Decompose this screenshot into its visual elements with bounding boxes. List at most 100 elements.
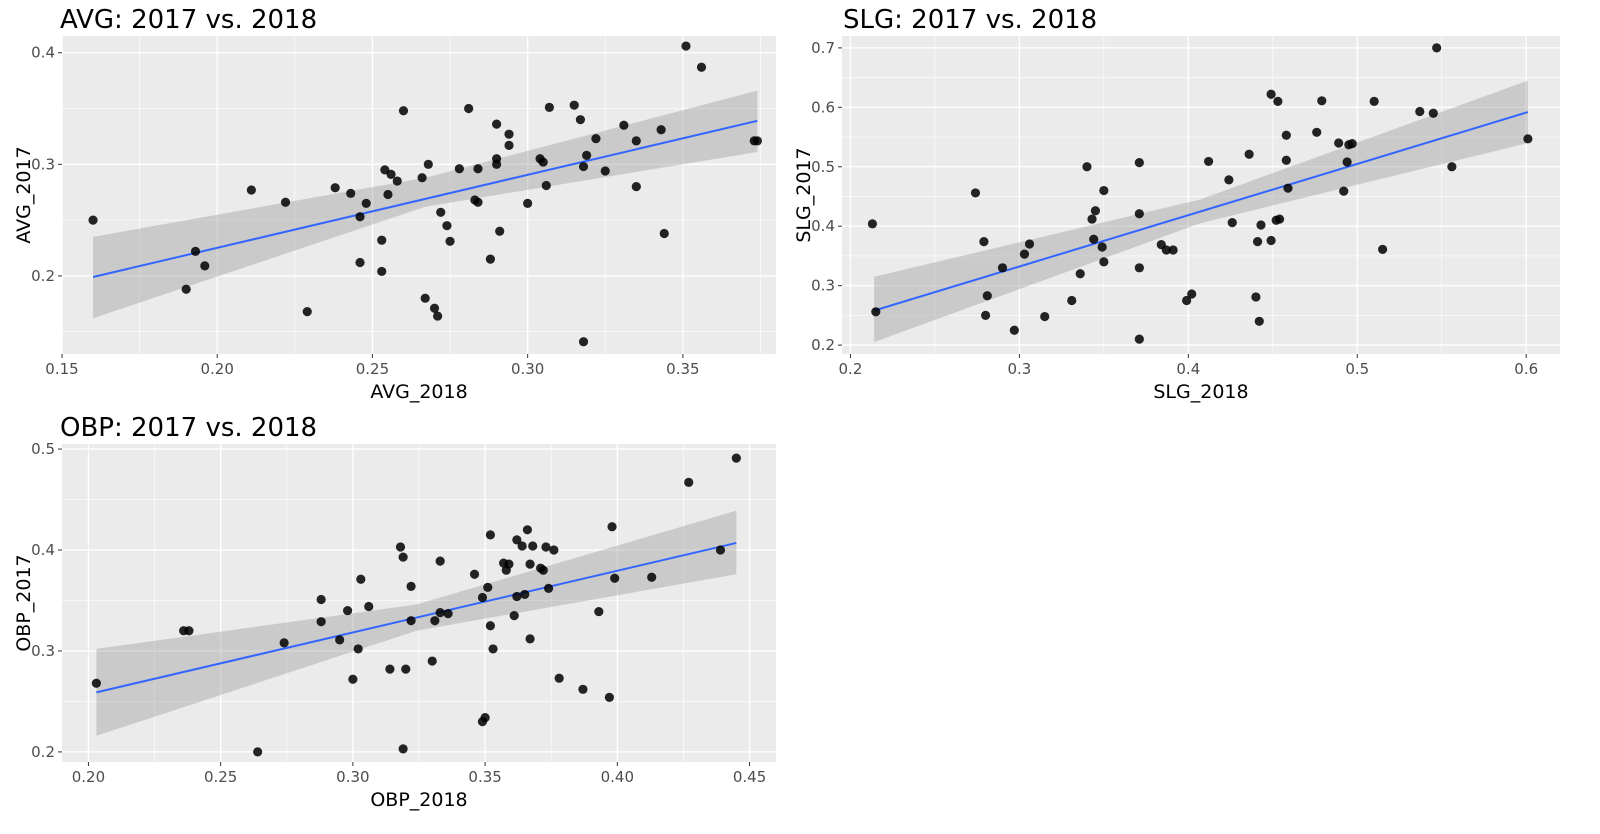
slg-data-point [1134, 158, 1144, 168]
avg-data-point [386, 169, 396, 179]
avg-data-point [619, 120, 629, 130]
obp-data-point [504, 559, 514, 569]
avg-data-point [417, 173, 427, 183]
slg-regression-line [873, 111, 1529, 312]
obp-data-point [398, 744, 408, 754]
slg-data-point [1432, 43, 1442, 53]
slg-y-axis-title: SLG_2017 [793, 147, 815, 242]
obp-x-tick-label: 0.35 [468, 768, 501, 786]
obp-data-point [406, 581, 416, 591]
avg-scatter-panel: 0.15 0.20 0.25 0.30 0.35 0.2 0.3 0.4 AVG: 2017 v… [13, 5, 776, 403]
obp-data-point [477, 592, 488, 603]
slg-data-point [1134, 334, 1144, 344]
obp-data-point [343, 605, 353, 616]
slg-data-point [1161, 245, 1171, 255]
obp-data-point [525, 559, 535, 569]
avg-data-point [752, 136, 762, 146]
slg-data-point [1024, 239, 1035, 249]
avg-data-point [246, 185, 256, 195]
slg-x-tick-label: 0.2 [839, 360, 863, 378]
obp-data-point [509, 611, 519, 621]
avg-data-point [631, 136, 641, 146]
slg-plot-background [842, 36, 1560, 354]
slg-data-point [1378, 244, 1388, 254]
obp-y-tick-label: 0.4 [31, 541, 55, 559]
obp-data-point [522, 525, 533, 535]
avg-data-point [361, 198, 371, 208]
slg-y-tick-label: 0.3 [811, 277, 835, 295]
obp-data-point [525, 634, 535, 644]
avg-data-point [280, 197, 291, 207]
slg-y-tick-label: 0.7 [811, 39, 835, 57]
obp-data-point [395, 542, 406, 552]
obp-x-tick-label: 0.45 [733, 768, 766, 786]
slg-x-tick-label: 0.5 [1345, 360, 1369, 378]
slg-data-point [1204, 156, 1214, 167]
slg-data-point [867, 219, 878, 229]
avg-data-point [541, 180, 551, 191]
obp-data-point [488, 644, 498, 654]
slg-y-tick-label: 0.2 [811, 336, 835, 354]
obp-x-axis-title: OBP_2018 [370, 789, 467, 811]
avg-data-point [485, 254, 495, 264]
slg-data-point [982, 291, 992, 301]
obp-data-point [435, 556, 445, 566]
slg-data-point [1283, 183, 1293, 193]
avg-data-point [181, 284, 191, 294]
slg-data-point [1317, 96, 1327, 106]
slg-data-point [1274, 214, 1285, 224]
obp-y-tick-label: 0.5 [31, 440, 55, 458]
avg-data-point [355, 257, 365, 268]
obp-data-point [528, 541, 538, 551]
obp-data-point [316, 617, 326, 627]
slg-x-tick-label: 0.6 [1514, 360, 1538, 378]
obp-data-point [184, 626, 194, 636]
obp-y-axis-title: OBP_2017 [13, 554, 35, 651]
obp-x-tick-label: 0.20 [72, 768, 105, 786]
avg-data-point [454, 164, 464, 174]
avg-data-point [377, 235, 387, 245]
obp-data-point [430, 616, 440, 626]
obp-x-tick-label: 0.40 [601, 768, 634, 786]
slg-data-point [1342, 157, 1352, 167]
avg-regression-line [92, 119, 758, 278]
avg-data-point [681, 41, 691, 51]
obp-data-point [348, 674, 358, 684]
avg-data-point [346, 188, 356, 198]
obp-data-point [398, 552, 408, 562]
avg-data-point [631, 182, 641, 192]
avg-data-point [591, 134, 601, 144]
slg-data-point [1281, 130, 1291, 140]
obp-data-point [647, 572, 657, 582]
slg-data-point [1415, 106, 1425, 117]
obp-confidence-band [96, 510, 737, 736]
obp-data-point [253, 747, 263, 757]
avg-data-point [492, 119, 502, 129]
slg-data-point [1281, 155, 1291, 165]
avg-data-point [302, 307, 312, 317]
avg-plot-background [62, 36, 776, 354]
avg-data-point [578, 337, 589, 347]
obp-data-point [607, 522, 617, 532]
slg-data-point [1134, 209, 1144, 219]
obp-data-point [335, 635, 345, 645]
avg-data-point [190, 246, 201, 256]
slg-data-point [1097, 242, 1107, 252]
avg-data-point [582, 150, 592, 160]
avg-data-point [656, 125, 666, 135]
avg-x-axis-title: AVG_2018 [370, 381, 467, 403]
obp-data-point [469, 569, 480, 579]
avg-data-point [495, 226, 505, 236]
slg-data-point [1252, 237, 1263, 247]
slg-data-point [871, 307, 881, 317]
avg-data-point [436, 207, 446, 217]
obp-data-point [385, 664, 395, 674]
avg-data-point [200, 261, 210, 271]
slg-data-point [1428, 108, 1438, 118]
slg-data-point [1224, 175, 1234, 185]
obp-data-point [549, 545, 559, 555]
obp-data-point [610, 573, 620, 583]
obp-data-point [485, 621, 495, 631]
avg-data-point [600, 166, 610, 176]
avg-data-point [575, 115, 586, 125]
